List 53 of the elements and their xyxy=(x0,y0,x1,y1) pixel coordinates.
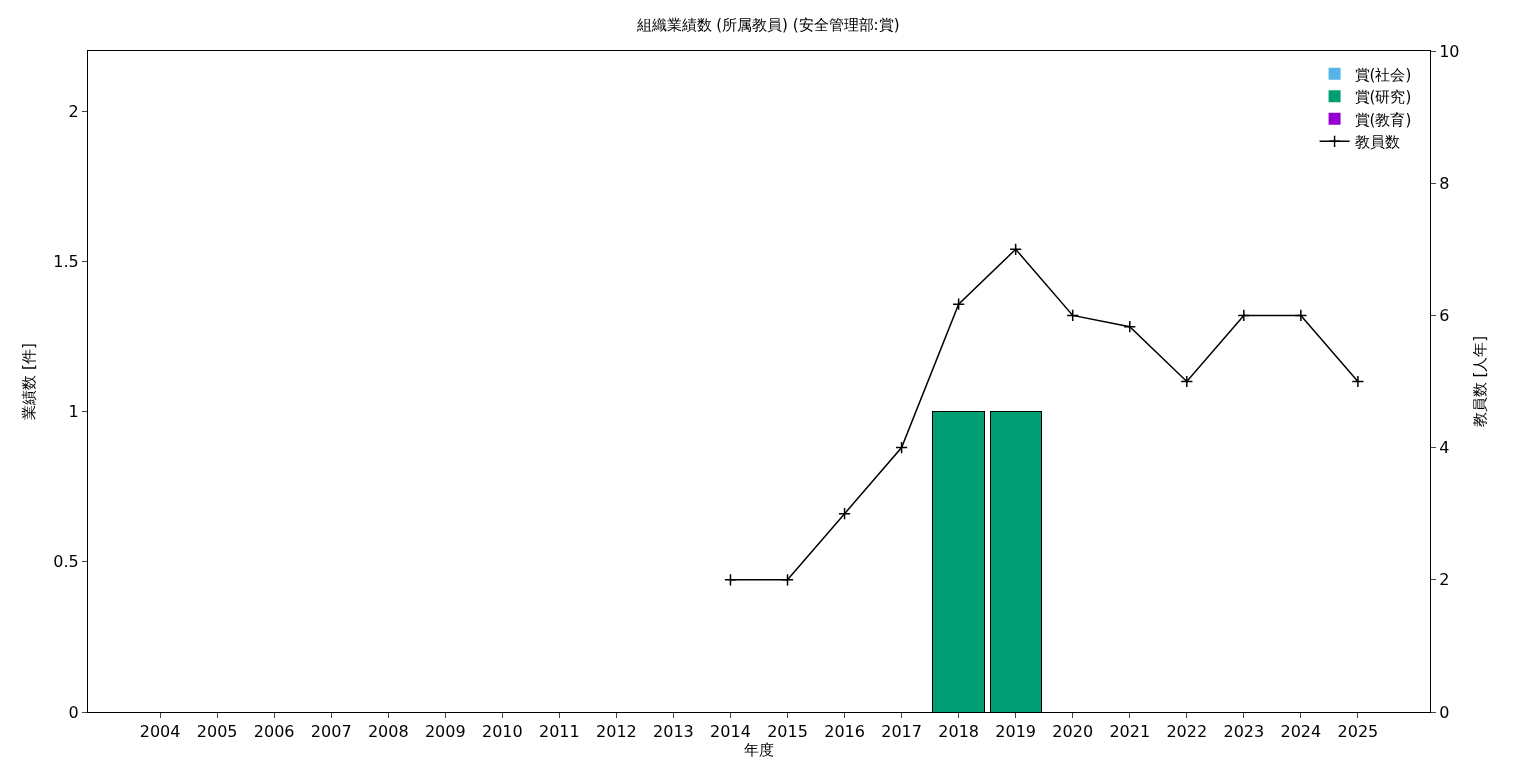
point xyxy=(1009,242,1023,256)
y2-tick-label: 10 xyxy=(1439,41,1460,61)
point xyxy=(781,573,794,587)
x-tick-label: 2023 xyxy=(1223,722,1265,742)
y-tick-label: 0 xyxy=(68,702,79,722)
x-tick-label: 2021 xyxy=(1109,722,1151,742)
y2-tick-label: 6 xyxy=(1439,306,1450,325)
x-tick-label: 2011 xyxy=(539,722,580,742)
point xyxy=(895,441,908,454)
x-tick-label: 2016 xyxy=(824,722,865,742)
point xyxy=(724,573,737,587)
x-tick-label: 2006 xyxy=(253,722,295,742)
point xyxy=(1180,375,1194,388)
y-tick-label: 2 xyxy=(68,101,79,121)
point xyxy=(1237,309,1251,322)
legend-label: 賞(研究) xyxy=(1354,88,1412,107)
point xyxy=(838,507,851,521)
x-tick-label: 2025 xyxy=(1337,722,1379,742)
x-tick-label: 2007 xyxy=(310,722,352,742)
x-tick-label: 2017 xyxy=(881,722,922,742)
x-tick-label: 2020 xyxy=(1052,722,1094,742)
y2-tick-label: 8 xyxy=(1439,173,1450,193)
y2-tick-label: 2 xyxy=(1439,570,1450,590)
y-tick-label: 1.5 xyxy=(53,251,79,271)
x-tick-label: 2018 xyxy=(938,722,979,742)
x-tick-label: 2012 xyxy=(596,722,637,742)
x-axis-title: 年度 xyxy=(744,741,774,760)
x-tick-label: 2010 xyxy=(481,722,523,742)
legend-label: 賞(社会) xyxy=(1354,65,1412,84)
x-tick-label: 2004 xyxy=(139,722,181,742)
point xyxy=(1351,375,1365,388)
chart-title: 組織業績数 (所属教員) (安全管理部:賞) xyxy=(635,15,900,34)
point xyxy=(1066,309,1080,322)
x-tick-label: 2022 xyxy=(1166,722,1208,742)
x-tick-label: 2015 xyxy=(767,722,808,742)
point xyxy=(952,297,965,311)
point xyxy=(1294,309,1308,322)
y-axis-title: 業績数 [件] xyxy=(19,343,38,420)
x-tick-label: 2008 xyxy=(367,722,409,742)
y-tick-label: 1 xyxy=(68,402,79,422)
x-tick-label: 2009 xyxy=(424,722,466,742)
point xyxy=(1123,320,1137,333)
y2-axis-title: 教員数 [人年] xyxy=(1470,335,1489,428)
legend-label: 教員数 xyxy=(1354,133,1400,152)
x-tick-label: 2014 xyxy=(710,722,751,742)
y-tick-label: 0.5 xyxy=(53,552,79,572)
x-tick-label: 2013 xyxy=(653,722,694,742)
x-tick-label: 2019 xyxy=(995,722,1037,742)
y2-tick-label: 0 xyxy=(1439,702,1450,722)
x-tick-label: 2005 xyxy=(196,722,238,742)
y2-tick-label: 4 xyxy=(1439,438,1450,458)
x-tick-label: 2024 xyxy=(1280,722,1322,742)
legend-label: 賞(教育) xyxy=(1354,110,1412,129)
